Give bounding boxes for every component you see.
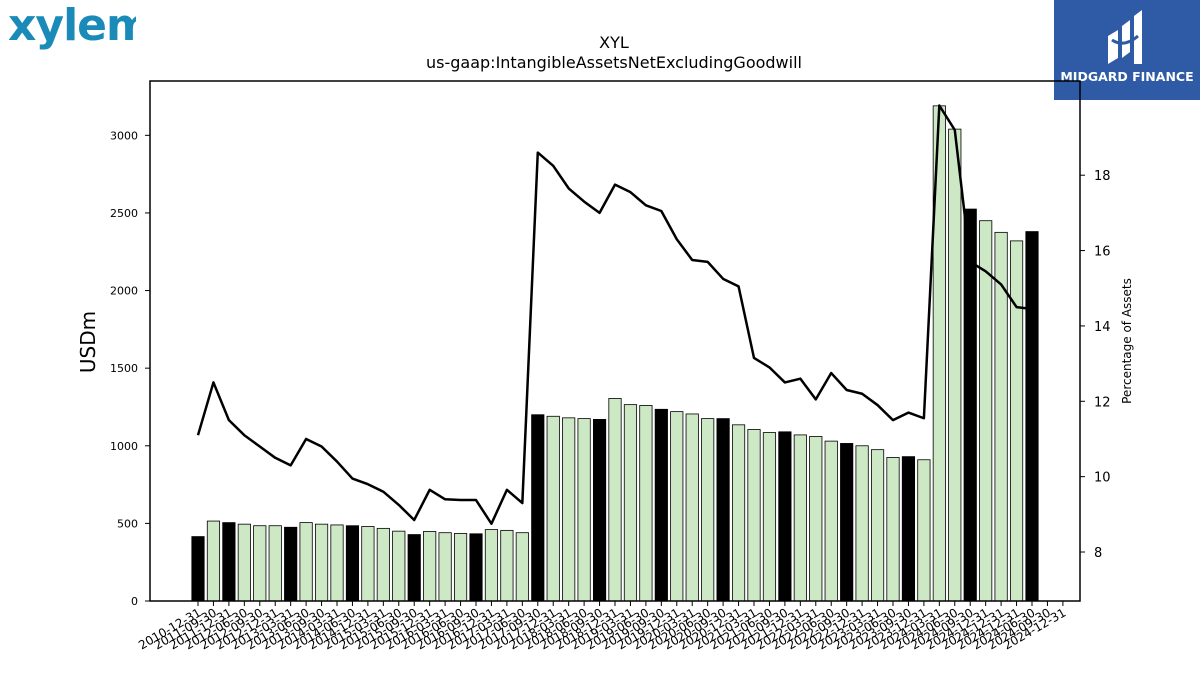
bar-5 [268, 525, 282, 602]
bar-42 [840, 443, 854, 602]
bar-7 [299, 522, 313, 602]
bar-1 [206, 520, 221, 602]
bar-12 [376, 527, 390, 602]
bar-40 [809, 436, 823, 602]
bar-29 [639, 405, 653, 602]
y-tick-label-6: 3000 [110, 129, 138, 142]
bar-33 [701, 418, 715, 602]
bar-49 [948, 128, 962, 602]
y-tick-label-4: 2000 [110, 285, 138, 298]
y2-tick-label-4: 16 [1094, 245, 1111, 260]
bar-31 [670, 411, 684, 602]
bar-47 [917, 459, 931, 602]
bar-27 [608, 398, 622, 602]
bar-46 [901, 456, 916, 602]
xylem-logo-text: xylem [8, 0, 136, 51]
y-tick-label-5: 2500 [110, 207, 138, 220]
bar-43 [855, 445, 869, 602]
bar-37 [762, 432, 777, 602]
bar-13 [392, 530, 406, 602]
y-tick-label-0: 0 [131, 595, 138, 608]
bar-50 [963, 208, 977, 602]
bar-44 [870, 449, 885, 602]
bar-17 [453, 533, 468, 602]
bar-34 [716, 418, 730, 602]
y-axis-label: USDm [76, 311, 100, 373]
bar-53 [1009, 240, 1024, 602]
bar-6 [284, 526, 298, 602]
y2-tick-label-5: 18 [1094, 169, 1111, 184]
bar-11 [361, 526, 375, 602]
bar-23 [546, 415, 560, 602]
bar-14 [407, 534, 421, 602]
bar-54 [1025, 231, 1039, 602]
bar-19 [484, 529, 499, 602]
bar-36 [747, 429, 761, 602]
y-tick-label-1: 500 [117, 517, 138, 530]
bar-38 [778, 431, 792, 602]
bar-24 [562, 417, 576, 602]
bar-52 [994, 231, 1008, 602]
midgard-finance-mark-icon: MIDGARD FINANCE [1054, 0, 1200, 100]
bar-35 [731, 424, 746, 602]
y-tick-label-3: 1500 [110, 362, 138, 375]
bar-30 [654, 408, 668, 602]
y2-tick-label-0: 8 [1094, 546, 1102, 561]
bar-2 [222, 522, 236, 602]
chart-title: XYL [599, 33, 629, 52]
bar-25 [577, 418, 591, 602]
bar-20 [500, 529, 514, 602]
bar-15 [423, 531, 437, 602]
publisher-name: MIDGARD FINANCE [1060, 69, 1193, 84]
percentage-line [196, 104, 1033, 525]
bar-51 [979, 220, 993, 602]
midgard-finance-logo: MIDGARD FINANCE [1054, 0, 1200, 100]
y2-tick-label-2: 12 [1094, 395, 1111, 410]
bar-18 [469, 533, 483, 602]
bar-32 [685, 413, 699, 602]
chart-subtitle: us-gaap:IntangibleAssetsNetExcludingGood… [426, 53, 802, 72]
y2-tick-label-1: 10 [1094, 471, 1111, 486]
bar-16 [438, 532, 452, 602]
y-tick-label-2: 1000 [110, 440, 138, 453]
bar-26 [592, 418, 607, 602]
bars-group [191, 105, 1039, 602]
bar-4 [253, 525, 267, 602]
axes-group: 050010001500200025003000810121416182010-… [110, 80, 1111, 652]
bar-3 [237, 523, 251, 602]
bar-22 [531, 414, 545, 602]
y2-tick-label-3: 14 [1094, 320, 1111, 335]
bar-8 [314, 523, 329, 602]
line-group [196, 104, 1033, 525]
bar-9 [330, 524, 344, 602]
xylem-logo: xylem [8, 0, 136, 51]
y2-axis-label: Percentage of Assets [1120, 278, 1134, 404]
bar-10 [345, 525, 360, 602]
bar-0 [191, 536, 205, 602]
bar-39 [793, 434, 807, 602]
bar-28 [623, 404, 638, 602]
bar-45 [886, 457, 900, 602]
bar-41 [824, 440, 838, 602]
bar-21 [515, 532, 529, 602]
